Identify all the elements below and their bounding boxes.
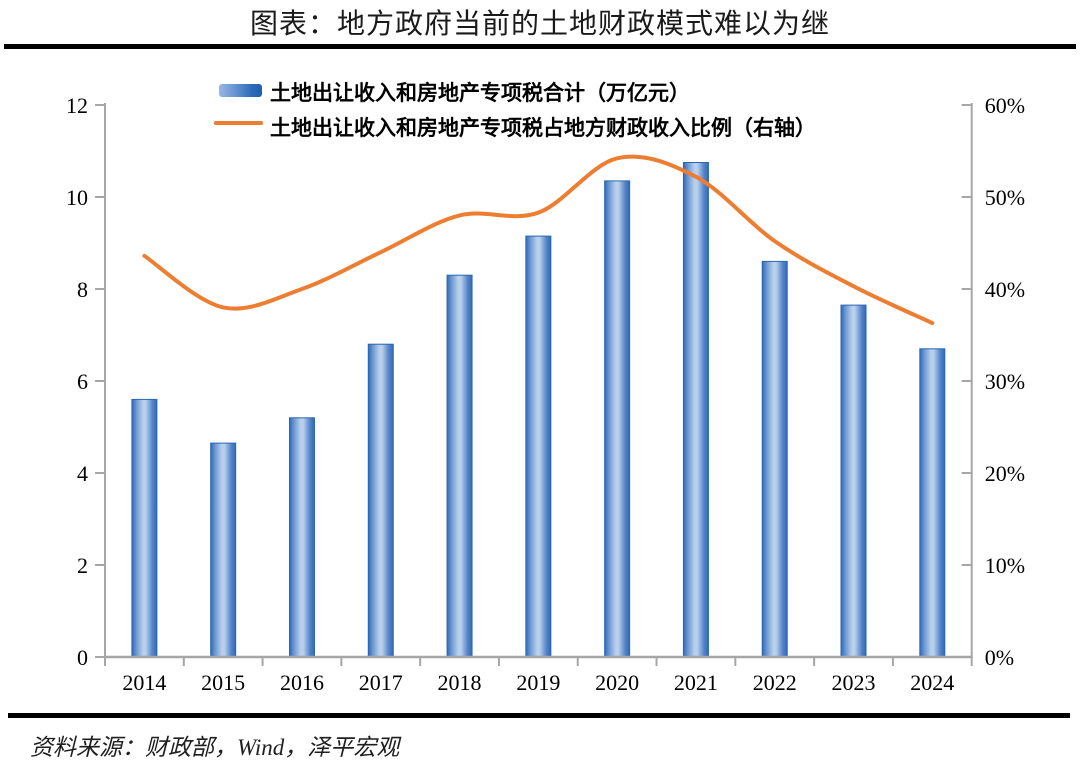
- left-axis-tick-label: 2: [77, 553, 88, 578]
- bar-2024: [919, 348, 946, 658]
- left-axis-tick-label: 8: [77, 277, 88, 302]
- x-axis-label-2020: 2020: [595, 670, 639, 695]
- source-note: 资料来源：财政部，Wind，泽平宏观: [30, 735, 400, 760]
- x-axis-label-2015: 2015: [201, 670, 245, 695]
- page-title: 图表：地方政府当前的土地财政模式难以为继: [249, 9, 830, 40]
- right-axis-tick-label: 60%: [985, 93, 1025, 118]
- legend-bar-label: 土地出让收入和房地产专项税合计（万亿元）: [270, 82, 690, 105]
- bar-2023: [840, 304, 867, 658]
- bar-2015: [210, 442, 237, 658]
- bar-2021: [682, 162, 709, 658]
- x-axis-label-2018: 2018: [438, 670, 482, 695]
- left-axis-tick-label: 10: [66, 185, 88, 210]
- right-axis-tick-label: 20%: [985, 461, 1025, 486]
- x-axis-label-2021: 2021: [674, 670, 718, 695]
- bar-2017: [367, 343, 394, 658]
- x-axis-label-2022: 2022: [753, 670, 797, 695]
- right-axis-tick-label: 10%: [985, 553, 1025, 578]
- x-axis-label-2024: 2024: [910, 670, 954, 695]
- legend-line-label: 土地出让收入和房地产专项税占地方财政收入比例（右轴）: [270, 117, 816, 140]
- left-axis-tick-label: 6: [77, 369, 88, 394]
- left-axis-tick-label: 12: [66, 93, 88, 118]
- x-axis-label-2019: 2019: [516, 670, 560, 695]
- x-axis-label-2017: 2017: [359, 670, 403, 695]
- bar-2022: [761, 260, 788, 658]
- x-axis-label-2016: 2016: [280, 670, 324, 695]
- bar-2016: [288, 417, 315, 658]
- top-divider: [4, 44, 1076, 49]
- bar-2018: [446, 274, 473, 658]
- legend-line-swatch-icon: [214, 121, 263, 125]
- bar-2014: [131, 398, 158, 658]
- legend-bar-swatch-icon: [219, 84, 262, 97]
- right-axis-tick-label: 0%: [985, 645, 1014, 670]
- right-axis-tick-label: 50%: [985, 185, 1025, 210]
- right-axis-tick-label: 30%: [985, 369, 1025, 394]
- bar-2019: [525, 235, 552, 658]
- right-axis-tick-label: 40%: [985, 277, 1025, 302]
- ratio-line: [142, 154, 935, 326]
- x-axis-label-2014: 2014: [122, 670, 166, 695]
- bottom-divider: [8, 713, 1070, 718]
- left-axis-tick-label: 4: [77, 461, 88, 486]
- bar-2020: [604, 180, 631, 658]
- x-axis-label-2023: 2023: [832, 670, 876, 695]
- left-axis-tick-label: 0: [77, 645, 88, 670]
